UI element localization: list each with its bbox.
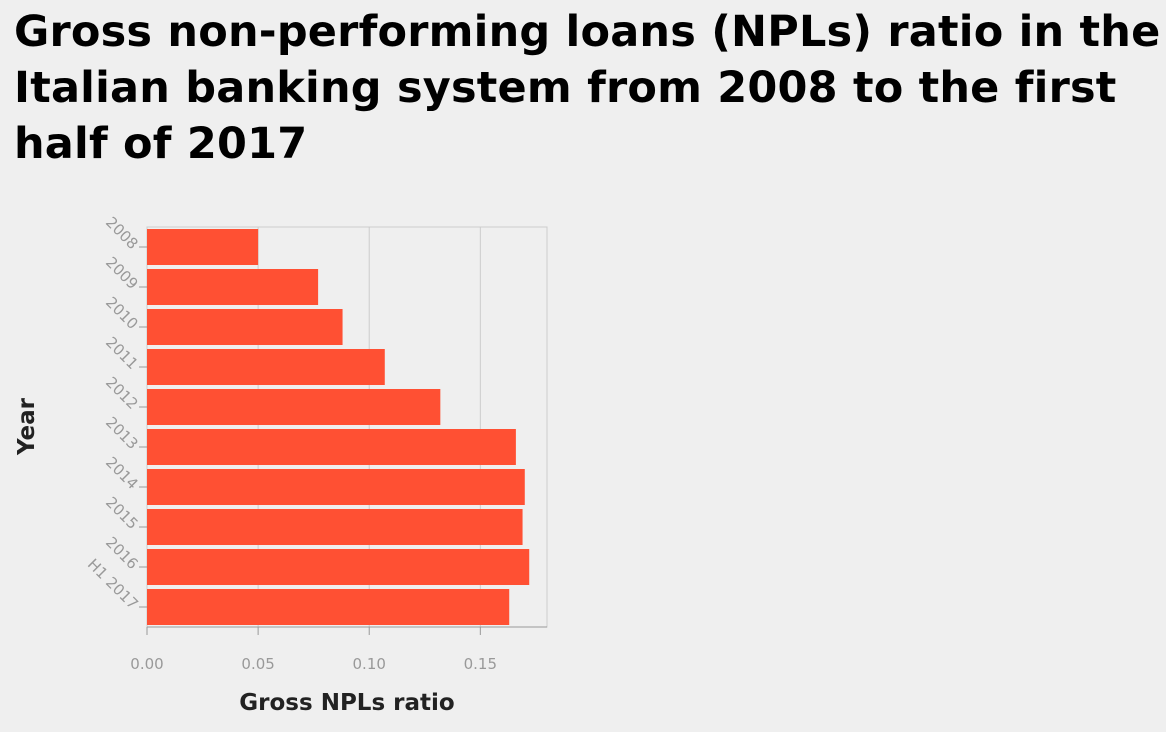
y-tick-label: 2009 (102, 253, 142, 293)
y-tick-label: 2014 (102, 453, 142, 493)
y-tick-label: 2011 (102, 333, 142, 373)
bar-h1-2017 (147, 589, 510, 625)
y-tick-label: 2015 (102, 493, 142, 533)
bar-2016 (147, 549, 530, 585)
y-tick-label: 2008 (102, 213, 142, 253)
bar-2009 (147, 269, 319, 305)
y-tick-label: 2013 (102, 413, 142, 453)
y-tick-label: 2012 (102, 373, 142, 413)
x-tick-label: 0.00 (130, 655, 163, 673)
x-tick-label: 0.10 (353, 655, 386, 673)
x-axis-label: Gross NPLs ratio (239, 690, 455, 716)
bar-2013 (147, 429, 516, 465)
bar-2012 (147, 389, 441, 425)
x-tick-label: 0.15 (464, 655, 497, 673)
y-tick-label: 2010 (102, 293, 142, 333)
bar-2015 (147, 509, 523, 545)
x-tick-label: 0.05 (241, 655, 274, 673)
bar-2014 (147, 469, 525, 505)
bar-2010 (147, 309, 343, 345)
bar-2008 (147, 229, 259, 265)
chart-title: Gross non-performing loans (NPLs) ratio … (14, 7, 1161, 169)
bar-2011 (147, 349, 385, 385)
